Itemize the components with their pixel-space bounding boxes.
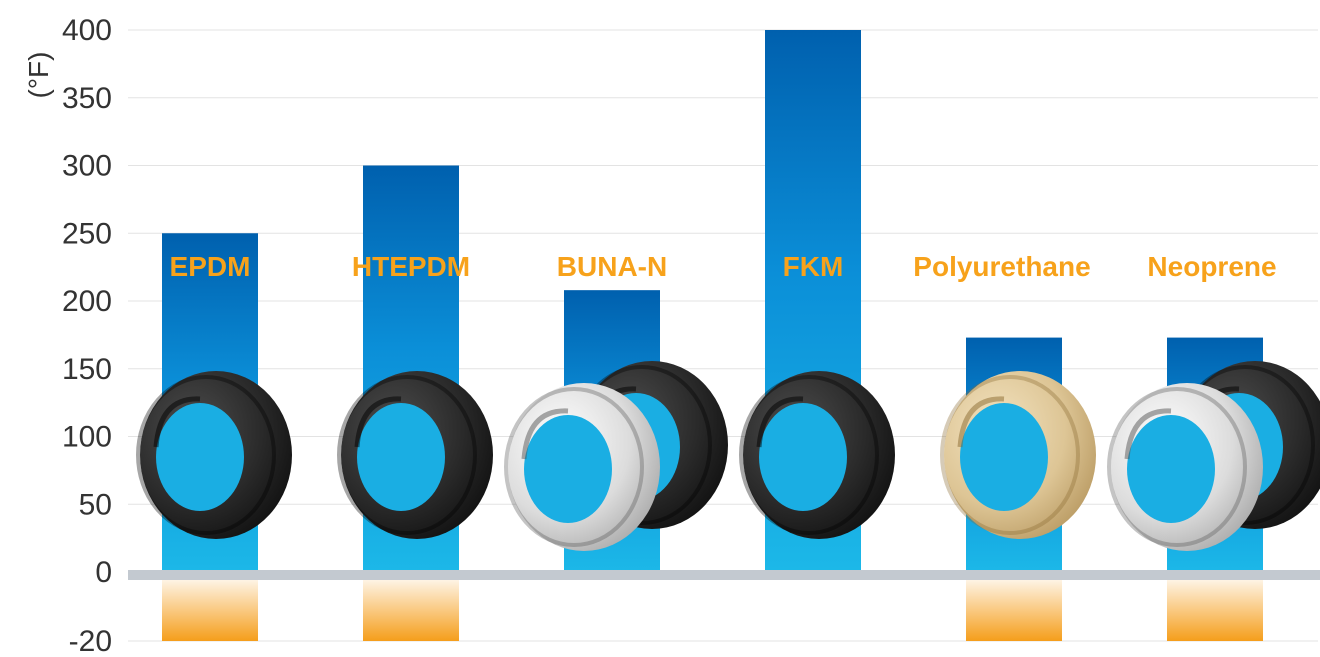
zero-line <box>128 570 1320 580</box>
y-tick-label: 250 <box>62 217 112 250</box>
gridlines <box>128 29 1318 642</box>
ring-groove <box>940 375 1080 535</box>
ring-groove <box>1107 387 1247 547</box>
y-tick-label: 0 <box>95 556 112 589</box>
seal-rings <box>136 361 1320 551</box>
category-label-neoprene: Neoprene <box>1147 251 1276 282</box>
ring-hole <box>960 403 1048 511</box>
y-tick-label: 350 <box>62 82 112 115</box>
ring-groove <box>337 375 477 535</box>
ring-groove <box>504 387 644 547</box>
bar-min-temp-epdm <box>162 572 258 641</box>
y-tick-label: 200 <box>62 285 112 318</box>
category-label-htepdm: HTEPDM <box>352 251 470 282</box>
zero-baseline <box>128 570 1320 580</box>
ring-groove <box>739 375 879 535</box>
ring-inner-wall <box>354 396 402 448</box>
ring-inner-wall <box>756 396 804 448</box>
category-label-fkm: FKM <box>783 251 844 282</box>
y-tick-label: 100 <box>62 421 112 454</box>
seal-ring-buna-n <box>504 361 728 551</box>
ring-inner-wall <box>957 396 1005 448</box>
bar-min-temp-polyurethane <box>966 572 1062 641</box>
y-tick-label: 50 <box>79 488 112 521</box>
category-label-buna-n: BUNA-N <box>557 251 667 282</box>
y-tick-label: 300 <box>62 150 112 183</box>
ring-hole <box>759 403 847 511</box>
category-label-polyurethane: Polyurethane <box>913 251 1090 282</box>
y-tick-label: 150 <box>62 353 112 386</box>
bar-min-temp-neoprene <box>1167 572 1263 641</box>
seal-ring-fkm <box>739 371 895 539</box>
ring-inner-wall <box>521 408 569 460</box>
seal-ring-epdm <box>136 371 292 539</box>
ring-hole <box>156 403 244 511</box>
y-tick-label: 400 <box>62 14 112 47</box>
seal-ring-htepdm <box>337 371 493 539</box>
seal-ring-polyurethane <box>940 371 1096 539</box>
ring-groove <box>136 375 276 535</box>
ring-hole <box>524 415 612 523</box>
ring-hole <box>1127 415 1215 523</box>
bar-min-temp-htepdm <box>363 572 459 641</box>
ring-hole <box>357 403 445 511</box>
y-tick-label: -20 <box>69 625 112 657</box>
ring-inner-wall <box>1124 408 1172 460</box>
y-axis-label: (°F) <box>23 52 54 99</box>
y-axis: 400 350 300 250 200 150 100 50 0 -20 (°F) <box>23 14 112 657</box>
ring-inner-wall <box>153 396 201 448</box>
category-label-epdm: EPDM <box>170 251 251 282</box>
category-labels: EPDM HTEPDM BUNA-N FKM Polyurethane Neoprene <box>170 251 1277 282</box>
seal-ring-neoprene <box>1107 361 1320 551</box>
bars <box>162 30 1263 641</box>
